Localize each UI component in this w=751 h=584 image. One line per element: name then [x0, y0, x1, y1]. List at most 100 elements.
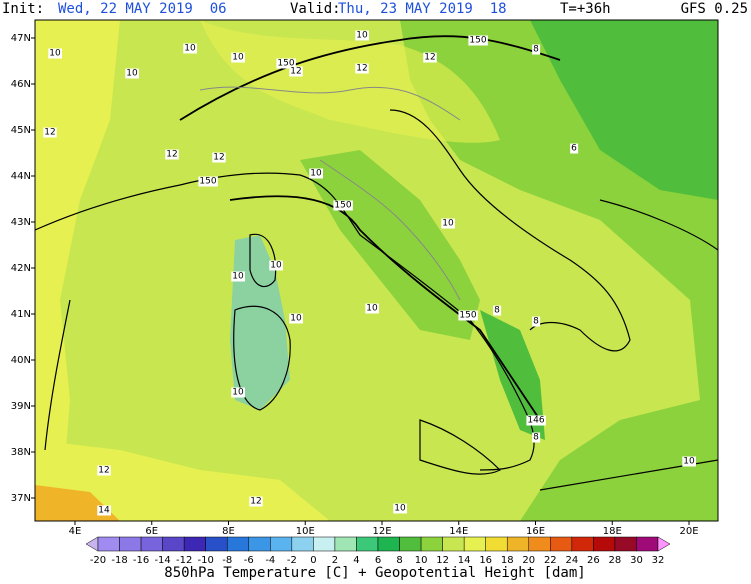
colorbar-segment: [313, 536, 336, 552]
lat-label: 43N: [11, 217, 31, 228]
colorbar-tick-label: 2: [332, 555, 338, 566]
coastline: [389, 109, 631, 352]
colorbar-tick-label: 10: [415, 555, 428, 566]
colorbar-segment: [270, 536, 293, 552]
contour-label-box: [532, 44, 541, 55]
contour-label: 10: [442, 219, 454, 229]
field-cold: [530, 20, 718, 200]
lat-label: 46N: [11, 79, 31, 90]
height-contour: [229, 195, 541, 421]
contour-label-box: [97, 505, 111, 516]
contour-label: 12: [98, 466, 109, 476]
contour-label-box: [97, 465, 111, 476]
contour-label-box: [43, 127, 57, 138]
model-name: GFS 0.25: [681, 1, 748, 17]
colorbar-tick-label: 20: [522, 555, 535, 566]
coastlines: [34, 35, 719, 491]
lat-label: 47N: [11, 33, 31, 44]
colorbar-tick-label: 8: [396, 555, 402, 566]
init-time: Wed, 22 MAY 2019 06: [58, 1, 227, 17]
init-label: Init:: [2, 1, 44, 17]
contour-label-box: [393, 503, 407, 514]
colorbar-segment: [140, 536, 163, 552]
colorbar-segment: [463, 536, 486, 552]
contour-label-box: [231, 387, 245, 398]
map-frame: [34, 19, 719, 522]
lon-label: 16E: [526, 526, 545, 537]
lon-label: 6E: [145, 526, 158, 537]
contour-label-box: [231, 271, 245, 282]
contour-label-box: [365, 303, 379, 314]
contour-label: 12: [356, 64, 367, 74]
coastline: [233, 305, 291, 411]
contour-label: 10: [290, 314, 302, 324]
contour-label: 10: [126, 69, 138, 79]
contour-label: 8: [533, 317, 539, 327]
contour-label-box: [532, 316, 541, 327]
colorbar-segment: [506, 536, 530, 552]
contour-label-box: [309, 168, 323, 179]
colorbar-tick-label: -6: [244, 555, 254, 566]
contour-label-box: [570, 143, 579, 154]
lon-label: 8E: [222, 526, 235, 537]
field-cold: [480, 310, 545, 440]
contour-label: 10: [49, 49, 61, 59]
colorbar-tick-label: 14: [458, 555, 471, 566]
coastline: [34, 184, 181, 451]
field-warm: [35, 20, 120, 521]
contour-label-box: [423, 52, 437, 63]
contour-label-box: [458, 310, 478, 321]
contour-label-box: [249, 496, 263, 507]
colorbar-end: [657, 536, 671, 552]
coastline: [539, 199, 719, 491]
contour-label: 8: [494, 306, 500, 316]
contour-label-box: [468, 35, 488, 46]
colorbar-tick-label: -14: [154, 555, 170, 566]
field-warm: [200, 20, 500, 143]
colorbar-tick-label: -2: [287, 555, 297, 566]
contour-label: 150: [277, 59, 294, 69]
colorbar-tick-label: 26: [587, 555, 600, 566]
contour-label-box: [231, 52, 245, 63]
lat-label: 40N: [11, 355, 31, 366]
contour-label-box: [198, 176, 218, 187]
lon-label: 18E: [603, 526, 622, 537]
lon-label: 4E: [69, 526, 82, 537]
map: [34, 20, 719, 521]
contour-label-box: [532, 432, 541, 443]
contour-label-box: [493, 305, 502, 316]
contour-label: 10: [366, 304, 378, 314]
lat-label: 44N: [11, 171, 31, 182]
lat-label: 38N: [11, 447, 31, 458]
contour-label: 12: [166, 150, 177, 160]
colorbar-tick-label: -4: [265, 555, 275, 566]
colorbar-tick-label: -8: [222, 555, 232, 566]
colorbar-segment: [420, 536, 443, 552]
contour-label: 14: [98, 506, 110, 516]
lon-label: 12E: [372, 526, 391, 537]
contour-label-box: [289, 313, 303, 324]
colorbar-segment: [485, 536, 508, 552]
colorbar-segment: [291, 536, 314, 552]
contour-label: 12: [44, 128, 55, 138]
contour-label-box: [212, 152, 226, 163]
colorbar-segment: [550, 536, 573, 552]
contour-label: 10: [356, 31, 368, 41]
coastline: [249, 233, 277, 288]
colorbar-segment: [571, 536, 594, 552]
contour-label: 12: [213, 153, 224, 163]
colorbar-tick-label: 6: [375, 555, 381, 566]
lon-label: 14E: [449, 526, 468, 537]
contour-label-box: [355, 30, 369, 41]
contour-label: 10: [310, 169, 322, 179]
colorbar-tick-label: 4: [353, 555, 359, 566]
contour-label: 150: [459, 311, 476, 321]
colorbar-segment: [356, 536, 379, 552]
coastline: [179, 172, 535, 471]
lat-label: 45N: [11, 125, 31, 136]
borders: [199, 86, 461, 301]
coastline: [419, 419, 502, 475]
lead-time: T=+36h: [560, 1, 611, 17]
colorbar-segment: [226, 536, 250, 552]
